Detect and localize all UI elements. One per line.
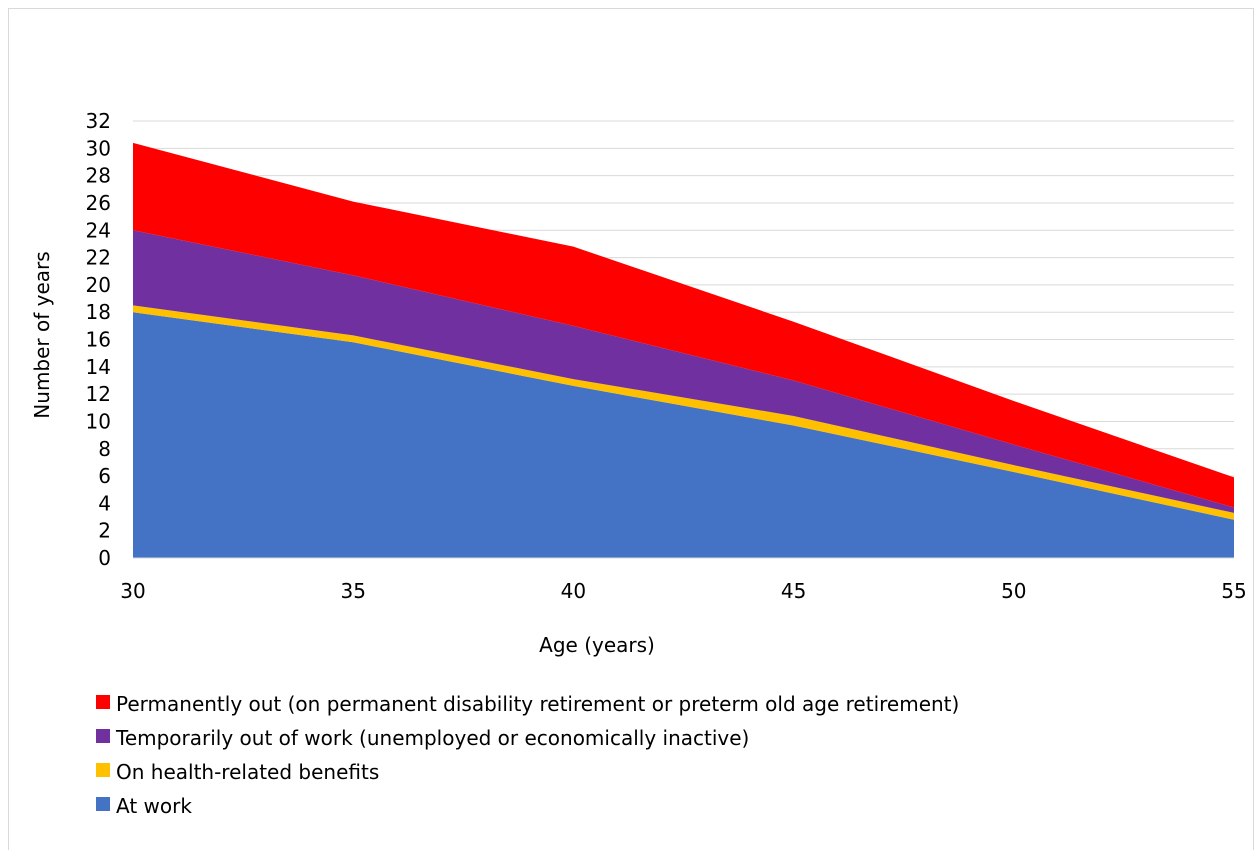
area-series-4	[133, 142, 1234, 508]
y-tick-label: 6	[98, 464, 111, 488]
area-series-2	[133, 305, 1234, 520]
x-tick-label: 55	[1221, 579, 1246, 603]
x-tick-label: 35	[340, 579, 365, 603]
legend-label: At work	[116, 794, 192, 818]
x-tick-label: 40	[561, 579, 586, 603]
area-series	[133, 142, 1234, 558]
y-tick-label: 0	[98, 546, 111, 570]
y-tick-label: 2	[98, 519, 111, 543]
y-tick-label: 14	[86, 355, 111, 379]
legend-swatch	[96, 695, 110, 709]
y-axis-title: Number of years	[30, 251, 54, 418]
y-tick-label: 4	[98, 491, 111, 515]
area-series-1	[133, 312, 1234, 558]
x-axis-title: Age (years)	[539, 633, 655, 657]
legend-swatch	[96, 797, 110, 811]
x-axis-ticks: 30 35 40 45 50 55	[120, 579, 1246, 603]
x-tick-label: 30	[120, 579, 145, 603]
y-tick-label: 28	[86, 164, 111, 188]
chart-frame	[8, 8, 1254, 850]
y-tick-label: 32	[86, 109, 111, 133]
y-tick-label: 26	[86, 191, 111, 215]
x-tick-label: 50	[1001, 579, 1026, 603]
legend-swatch	[96, 763, 110, 777]
legend-label: On health-related benefits	[116, 760, 379, 784]
y-tick-label: 12	[86, 382, 111, 406]
y-tick-label: 18	[86, 300, 111, 324]
y-tick-label: 24	[86, 218, 111, 242]
y-tick-label: 8	[98, 437, 111, 461]
y-tick-label: 30	[86, 136, 111, 160]
legend: Permanently out (on permanent disability…	[96, 692, 959, 818]
y-tick-label: 16	[86, 328, 111, 352]
legend-label: Temporarily out of work (unemployed or e…	[115, 726, 749, 750]
y-tick-label: 22	[86, 246, 111, 270]
y-tick-label: 10	[86, 409, 111, 433]
legend-label: Permanently out (on permanent disability…	[116, 692, 959, 716]
area-series-3	[133, 230, 1234, 513]
y-tick-label: 20	[86, 273, 111, 297]
x-tick-label: 45	[781, 579, 806, 603]
legend-swatch	[96, 729, 110, 743]
